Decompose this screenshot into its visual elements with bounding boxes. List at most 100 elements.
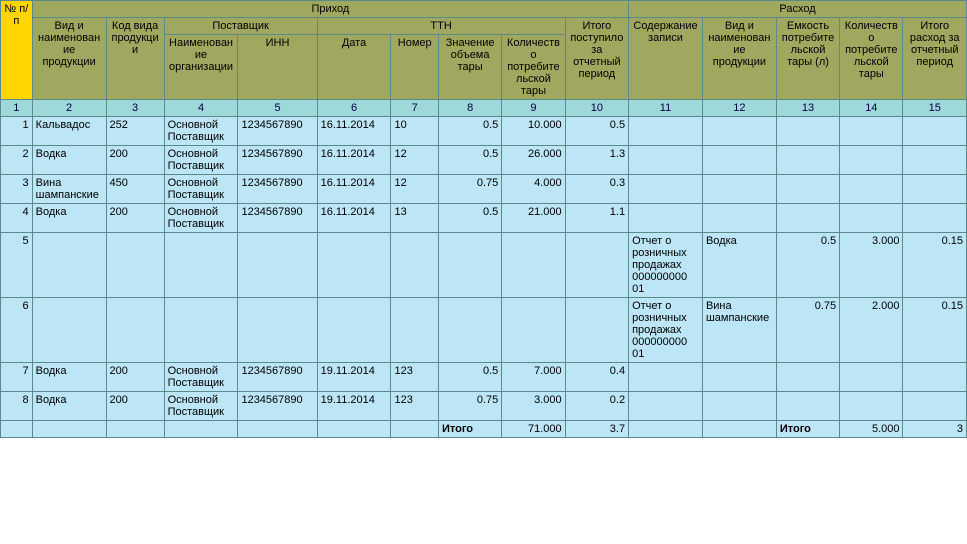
cell: 0.2 — [565, 392, 628, 421]
cell: 0.5 — [438, 204, 501, 233]
table-row: 1Кальвадос252Основной Поставщик123456789… — [1, 117, 967, 146]
cell: 123 — [391, 392, 438, 421]
cell: 1 — [1, 117, 33, 146]
cell — [776, 204, 839, 233]
cell: 0.5 — [565, 117, 628, 146]
cell — [164, 298, 238, 363]
cell: 1234567890 — [238, 175, 317, 204]
cell: 1234567890 — [238, 204, 317, 233]
cell — [840, 117, 903, 146]
cell — [565, 233, 628, 298]
hdr-ttn: ТТН — [317, 18, 565, 35]
cell — [629, 363, 703, 392]
cell: Отчет о розничных продажах 000000000 01 — [629, 233, 703, 298]
cell: 5 — [1, 233, 33, 298]
hdr-product2: Вид и наименование продукции — [702, 18, 776, 100]
cell — [438, 298, 501, 363]
cell: 12 — [391, 146, 438, 175]
colnum: 5 — [238, 100, 317, 117]
cell: Вина шампанские — [702, 298, 776, 363]
cell: 0.75 — [438, 175, 501, 204]
cell: 1.1 — [565, 204, 628, 233]
cell — [629, 204, 703, 233]
hdr-income: Приход — [32, 1, 628, 18]
cell: 0.15 — [903, 298, 967, 363]
cell: 1234567890 — [238, 392, 317, 421]
colnum: 11 — [629, 100, 703, 117]
cell: 3 — [1, 175, 33, 204]
cell: 16.11.2014 — [317, 146, 391, 175]
table-row: 2Водка200Основной Поставщик123456789016.… — [1, 146, 967, 175]
cell — [776, 117, 839, 146]
cell: 1234567890 — [238, 363, 317, 392]
hdr-code: Код вида продукции — [106, 18, 164, 100]
cell: 0.5 — [438, 117, 501, 146]
colnum: 4 — [164, 100, 238, 117]
cell: 3.000 — [840, 233, 903, 298]
table-row: 4Водка200Основной Поставщик123456789016.… — [1, 204, 967, 233]
hdr-row-num: № п/п — [1, 1, 33, 100]
cell — [629, 146, 703, 175]
total-sum: 3.7 — [565, 421, 628, 438]
colnum: 15 — [903, 100, 967, 117]
cell — [702, 204, 776, 233]
cell — [438, 233, 501, 298]
cell — [702, 175, 776, 204]
cell — [702, 146, 776, 175]
cell — [840, 204, 903, 233]
cell: 19.11.2014 — [317, 392, 391, 421]
cell: Основной Поставщик — [164, 392, 238, 421]
cell: Кальвадос — [32, 117, 106, 146]
cell: Отчет о розничных продажах 000000000 01 — [629, 298, 703, 363]
cell — [903, 204, 967, 233]
cell — [317, 233, 391, 298]
colnum: 9 — [502, 100, 565, 117]
cell — [502, 233, 565, 298]
hdr-total-in: Итого поступило за отчетный период — [565, 18, 628, 100]
colnum: 2 — [32, 100, 106, 117]
cell: 200 — [106, 363, 164, 392]
cell: 21.000 — [502, 204, 565, 233]
cell: 10 — [391, 117, 438, 146]
ledger-table: № п/п Приход Расход Вид и наименование п… — [0, 0, 967, 438]
total-qty: 71.000 — [502, 421, 565, 438]
cell: 0.75 — [776, 298, 839, 363]
cell: Основной Поставщик — [164, 363, 238, 392]
cell — [776, 175, 839, 204]
cell — [391, 298, 438, 363]
hdr-date: Дата — [317, 35, 391, 100]
cell — [903, 117, 967, 146]
hdr-expense: Расход — [629, 1, 967, 18]
cell: 200 — [106, 146, 164, 175]
cell: Водка — [32, 392, 106, 421]
colnum: 6 — [317, 100, 391, 117]
cell: 7.000 — [502, 363, 565, 392]
cell — [565, 298, 628, 363]
hdr-org: Наименование организации — [164, 35, 238, 100]
cell: Вина шампанские — [32, 175, 106, 204]
cell: 12 — [391, 175, 438, 204]
cell: 0.15 — [903, 233, 967, 298]
cell — [776, 146, 839, 175]
hdr-product: Вид и наименование продукции — [32, 18, 106, 100]
cell: 19.11.2014 — [317, 363, 391, 392]
cell: Водка — [702, 233, 776, 298]
hdr-entry: Содержание записи — [629, 18, 703, 100]
cell — [776, 392, 839, 421]
cell: Основной Поставщик — [164, 117, 238, 146]
total-label2: Итого — [776, 421, 839, 438]
cell — [903, 146, 967, 175]
cell: 2.000 — [840, 298, 903, 363]
cell: 2 — [1, 146, 33, 175]
cell — [629, 117, 703, 146]
cell: 450 — [106, 175, 164, 204]
table-row: 8Водка200Основной Поставщик123456789019.… — [1, 392, 967, 421]
total-qty2: 5.000 — [840, 421, 903, 438]
cell — [903, 392, 967, 421]
cell — [702, 392, 776, 421]
cell — [629, 392, 703, 421]
colnum: 3 — [106, 100, 164, 117]
table-row: 6Отчет о розничных продажах 000000000 01… — [1, 298, 967, 363]
cell — [840, 363, 903, 392]
hdr-supplier: Поставщик — [164, 18, 317, 35]
